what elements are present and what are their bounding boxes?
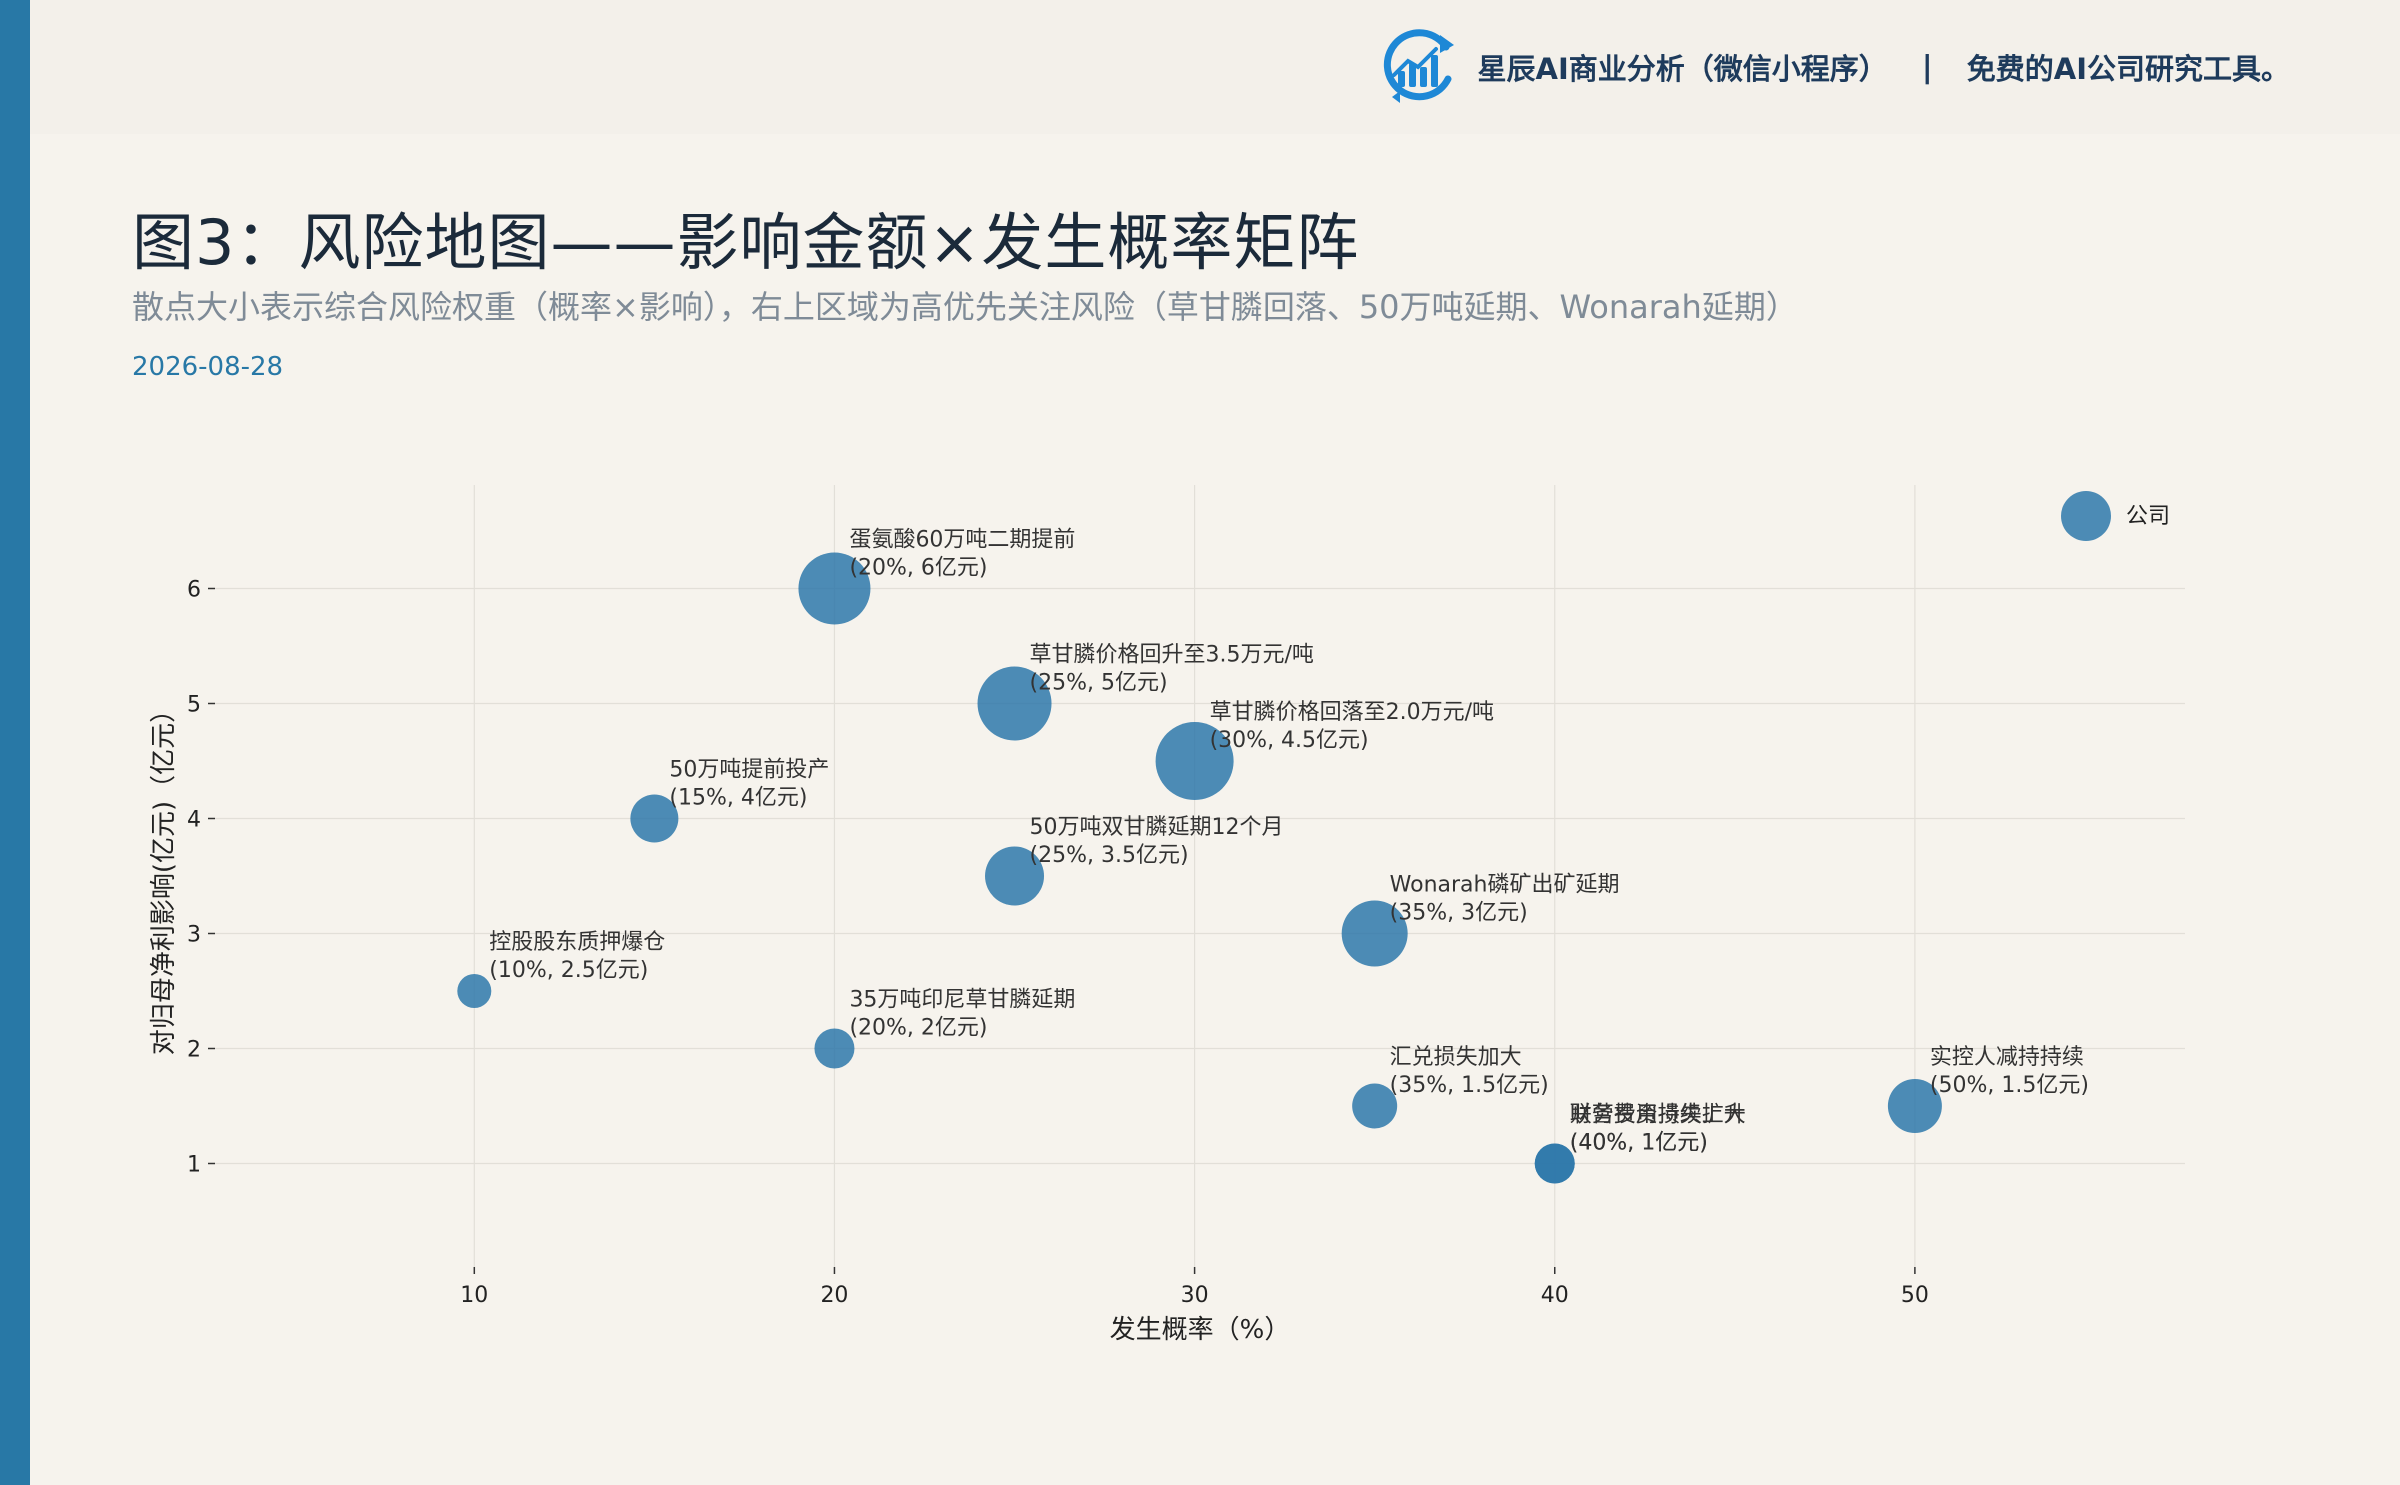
page-subtitle: 散点大小表示综合风险权重（概率×影响），右上区域为高优先关注风险（草甘膦回落、5… xyxy=(132,288,1798,326)
point-name-label: 35万吨印尼草甘膦延期 xyxy=(849,988,1075,1013)
point-name-label: 汇兑损失加大 xyxy=(1390,1045,1522,1070)
point-value-label: (50%, 1.5亿元) xyxy=(1930,1073,2089,1098)
y-axis-label: 对归母净利影响(亿元)（亿元） xyxy=(149,697,179,1055)
brand[interactable]: 星辰AI商业分析（微信小程序） | 免费的AI公司研究工具。 xyxy=(1380,22,2290,112)
point-name-label: 草甘膦价格回落至2.0万元/吨 xyxy=(1210,700,1494,725)
x-tick-label: 50 xyxy=(1901,1283,1929,1308)
accent-side-bar xyxy=(0,0,30,1485)
point-value-label: (25%, 3.5亿元) xyxy=(1030,843,1189,868)
legend-label: 公司 xyxy=(2126,504,2170,529)
report-date: 2026-08-28 xyxy=(132,352,284,382)
scatter-point xyxy=(1352,1083,1398,1129)
scatter-point xyxy=(1155,722,1234,800)
y-tick-label: 3 xyxy=(187,923,201,948)
point-value-label: (15%, 4亿元) xyxy=(669,786,807,811)
point-name-label: 蛋氨酸60万吨二期提前 xyxy=(849,528,1075,553)
point-name-label: 联营投资损失扩大 xyxy=(1570,1103,1746,1128)
point-name-label: 50万吨双甘膦延期12个月 xyxy=(1030,815,1284,840)
x-tick-label: 20 xyxy=(820,1283,848,1308)
x-axis-label: 发生概率（%） xyxy=(1110,1315,1291,1345)
point-name-label: 50万吨提前投产 xyxy=(669,758,829,783)
scatter-point xyxy=(630,794,679,843)
y-tick-label: 4 xyxy=(187,808,201,833)
point-value-label: (25%, 5亿元) xyxy=(1030,671,1168,696)
point-value-label: (10%, 2.5亿元) xyxy=(489,958,648,983)
point-value-label: (40%, 1亿元) xyxy=(1570,1131,1708,1156)
point-value-label: (35%, 1.5亿元) xyxy=(1390,1073,1549,1098)
y-tick-label: 6 xyxy=(187,578,201,603)
scatter-point xyxy=(977,666,1052,741)
scatter-point xyxy=(798,552,871,625)
brand-separator: | xyxy=(1921,49,1933,85)
brand-tagline: 免费的AI公司研究工具。 xyxy=(1966,52,2290,86)
scatter-point xyxy=(985,846,1045,906)
y-tick-label: 2 xyxy=(187,1038,201,1063)
point-value-label: (30%, 4.5亿元) xyxy=(1210,728,1369,753)
point-value-label: (20%, 2亿元) xyxy=(849,1016,987,1041)
scatter-point xyxy=(1341,900,1408,967)
y-tick-label: 5 xyxy=(187,693,201,718)
scatter-point xyxy=(1534,1143,1575,1184)
point-value-label: (20%, 6亿元) xyxy=(849,556,987,581)
x-tick-label: 30 xyxy=(1181,1283,1209,1308)
bar-chart-refresh-icon xyxy=(1383,29,1454,103)
point-name-label: 实控人减持持续 xyxy=(1930,1045,2084,1070)
x-tick-label: 40 xyxy=(1541,1283,1569,1308)
brand-name: 星辰AI商业分析（微信小程序） xyxy=(1477,52,1888,86)
point-name-label: 财务费用持续上升 xyxy=(1570,1103,1746,1128)
legend-marker xyxy=(2061,491,2111,541)
scatter-point xyxy=(1887,1079,1942,1133)
brand-header: 星辰AI商业分析（微信小程序） | 免费的AI公司研究工具。 xyxy=(30,0,2400,134)
point-name-label: Wonarah磷矿出矿延期 xyxy=(1390,873,1620,898)
y-tick-label: 1 xyxy=(187,1153,201,1178)
page-title: 图3：风险地图——影响金额×发生概率矩阵 xyxy=(132,206,1360,279)
point-name-label: 草甘膦价格回升至3.5万元/吨 xyxy=(1030,643,1314,668)
point-value-label: (40%, 1亿元) xyxy=(1570,1131,1708,1156)
scatter-point xyxy=(814,1028,855,1069)
point-value-label: (35%, 3亿元) xyxy=(1390,901,1528,926)
x-tick-label: 10 xyxy=(460,1283,488,1308)
scatter-point xyxy=(457,974,492,1008)
point-name-label: 控股股东质押爆仓 xyxy=(489,930,665,955)
